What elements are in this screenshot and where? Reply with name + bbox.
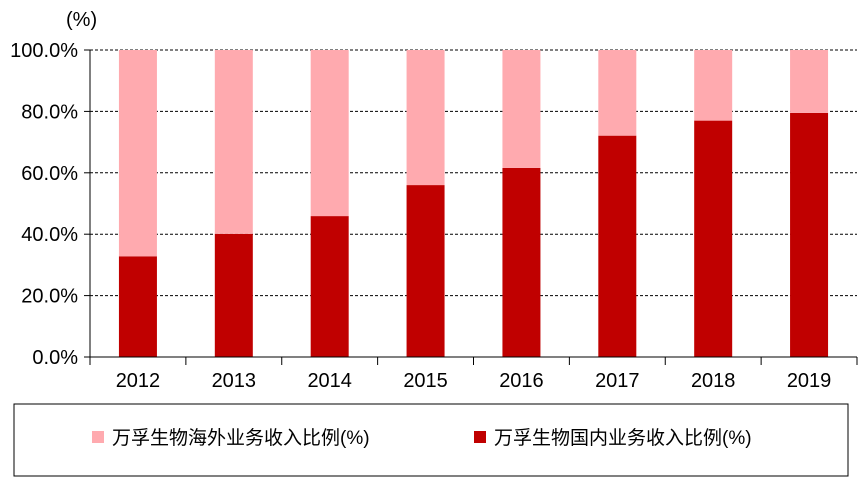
bar-domestic-2015	[406, 185, 445, 357]
legend-box	[13, 403, 849, 477]
bar-overseas-2013	[214, 50, 253, 234]
bar-overseas-2012	[118, 50, 157, 257]
y-tick-label: 0.0%	[32, 347, 78, 369]
y-tick-label: 20.0%	[21, 286, 78, 308]
x-tick-label: 2016	[499, 370, 544, 392]
bar-domestic-2012	[118, 256, 157, 357]
y-tick-label: 60.0%	[21, 163, 78, 185]
y-tick-label: 40.0%	[21, 224, 78, 246]
bar-overseas-2019	[790, 50, 829, 113]
bar-domestic-2018	[694, 120, 733, 357]
y-tick-label: 80.0%	[21, 101, 78, 123]
bar-domestic-2019	[790, 112, 829, 357]
bar-overseas-2018	[694, 50, 733, 121]
bars	[118, 50, 829, 357]
bar-domestic-2013	[214, 233, 253, 357]
legend: 万孚生物海外业务收入比例(%) 万孚生物国内业务收入比例(%)	[13, 403, 849, 477]
x-tick-label: 2013	[212, 370, 257, 392]
x-tick-label: 2014	[307, 370, 352, 392]
bar-domestic-2017	[598, 135, 637, 357]
x-tick-label: 2012	[116, 370, 161, 392]
bar-domestic-2016	[502, 167, 541, 357]
x-tick-label: 2018	[691, 370, 736, 392]
x-tick-label: 2019	[787, 370, 832, 392]
y-tick-label: 100.0%	[10, 40, 78, 62]
bar-overseas-2017	[598, 50, 637, 136]
legend-label: 万孚生物海外业务收入比例(%)	[112, 427, 370, 449]
bar-overseas-2015	[406, 50, 445, 186]
x-tick-label: 2017	[595, 370, 640, 392]
axes: 0.0% 20.0% 40.0% 60.0% 80.0% 100.0% 2012 2013 20…	[10, 40, 858, 392]
gridlines	[90, 49, 857, 297]
bar-domestic-2014	[310, 216, 349, 357]
legend-label: 万孚生物国内业务收入比例(%)	[494, 427, 752, 449]
legend-swatch	[474, 431, 486, 443]
bar-overseas-2016	[502, 50, 541, 168]
legend-swatch	[92, 431, 104, 443]
x-tick-label: 2015	[403, 370, 448, 392]
bar-overseas-2014	[310, 50, 349, 217]
y-axis-unit-label: (%)	[66, 9, 97, 31]
